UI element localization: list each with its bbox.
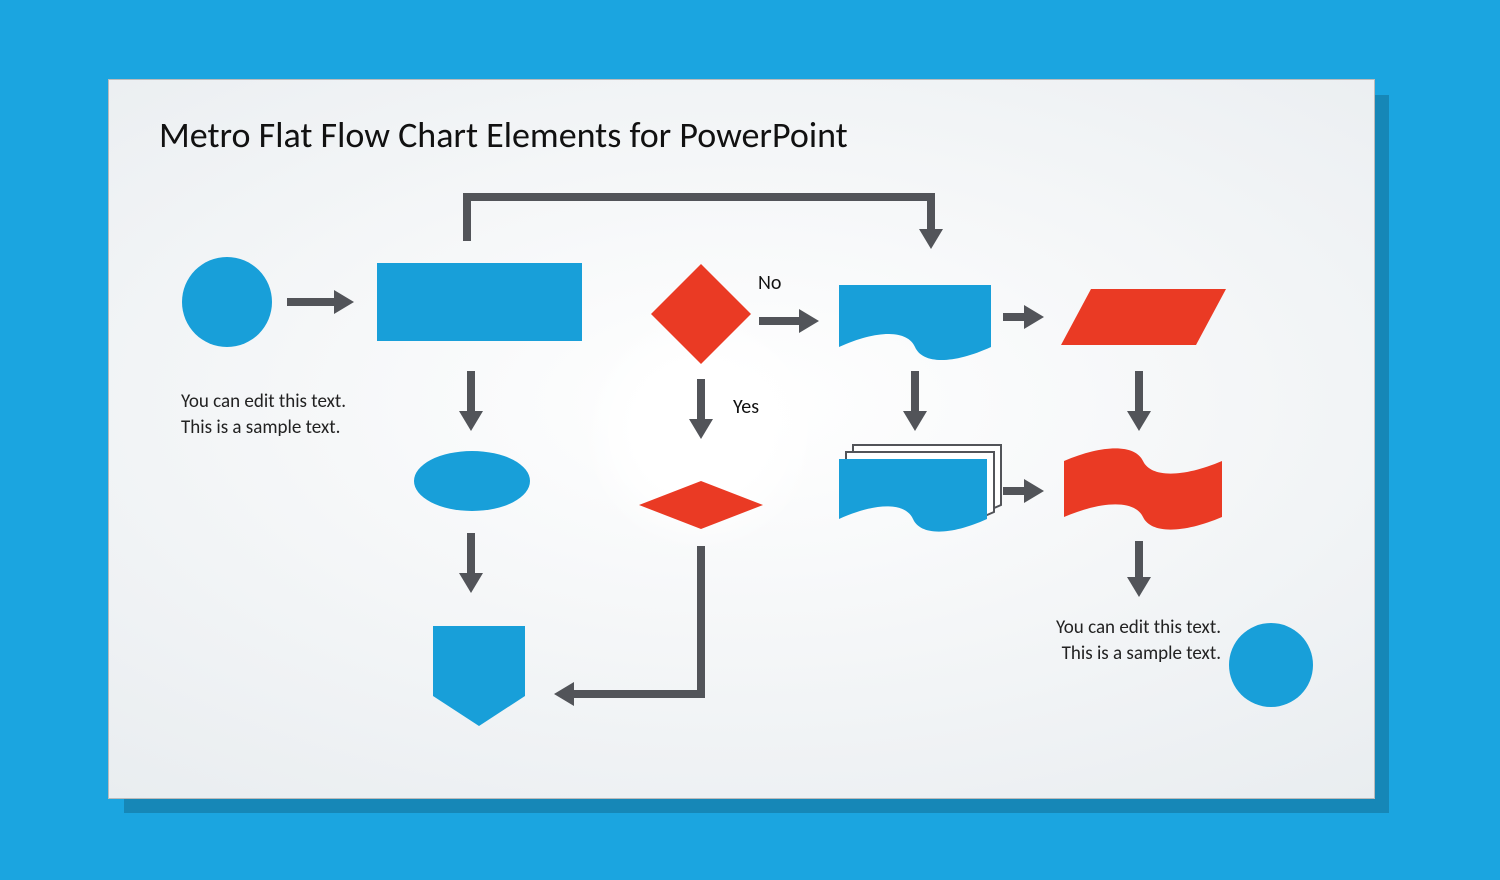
node-stack-docs — [839, 445, 1001, 532]
node-offpage — [433, 626, 525, 726]
node-ellipse-1 — [414, 451, 530, 511]
caption-right: You can edit this text. This is a sample… — [1031, 615, 1221, 666]
node-process-rect — [377, 263, 582, 341]
node-decision-1 — [651, 264, 751, 364]
node-flag-red — [1064, 448, 1222, 529]
slide-title: Metro Flat Flow Chart Elements for Power… — [159, 113, 848, 157]
node-end-circle — [1229, 623, 1313, 707]
slide-canvas: Metro Flat Flow Chart Elements for Power… — [108, 79, 1375, 799]
node-decision-2 — [639, 481, 763, 529]
decision-label-yes: Yes — [733, 395, 759, 419]
node-start-circle — [182, 257, 272, 347]
caption-left: You can edit this text. This is a sample… — [181, 389, 371, 440]
node-doc-1 — [839, 285, 991, 360]
decision-label-no: No — [758, 271, 781, 295]
node-parallelogram — [1061, 289, 1226, 345]
